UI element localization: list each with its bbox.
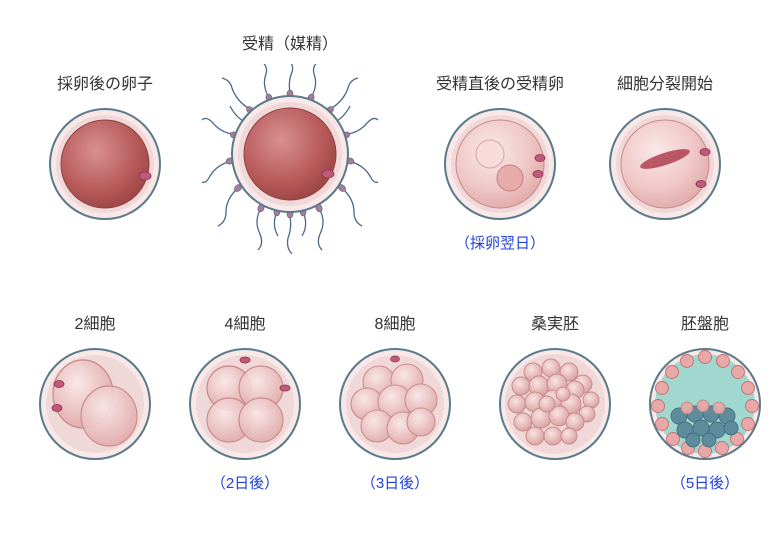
time-zygote: （採卵翌日）: [430, 232, 570, 253]
label-cell2: 2細胞: [30, 310, 160, 334]
stage-cell2: 2細胞: [30, 310, 160, 464]
label-cell8: 8細胞: [330, 310, 460, 334]
blastocyst-icon: [645, 344, 765, 464]
stage-cell8: 8細胞 （3日後）: [330, 310, 460, 493]
cleavage1-icon: [605, 104, 725, 224]
label-morula: 桑実胚: [490, 310, 620, 334]
label-oocyte: 採卵後の卵子: [40, 70, 170, 94]
stage-fertilization: 受精（媒精）: [200, 30, 380, 254]
label-zygote: 受精直後の受精卵: [430, 70, 570, 94]
time-blastocyst: （5日後）: [640, 472, 770, 493]
fertilization-icon: [200, 64, 380, 254]
stage-morula: 桑実胚: [490, 310, 620, 464]
label-fertilization: 受精（媒精）: [200, 30, 380, 54]
time-cell4: （2日後）: [180, 472, 310, 493]
cell4-icon: [185, 344, 305, 464]
stage-cleavage1: 細胞分裂開始: [600, 70, 730, 224]
stage-blastocyst: 胚盤胞 （5日後）: [640, 310, 770, 493]
time-cell8: （3日後）: [330, 472, 460, 493]
stage-zygote: 受精直後の受精卵 （採卵翌日）: [430, 70, 570, 253]
oocyte-icon: [45, 104, 165, 224]
label-blastocyst: 胚盤胞: [640, 310, 770, 334]
stage-cell4: 4細胞 （2日後）: [180, 310, 310, 493]
morula-icon: [495, 344, 615, 464]
cell8-icon: [335, 344, 455, 464]
label-cleavage1: 細胞分裂開始: [600, 70, 730, 94]
label-cell4: 4細胞: [180, 310, 310, 334]
zygote-icon: [440, 104, 560, 224]
cell2-icon: [35, 344, 155, 464]
stage-oocyte: 採卵後の卵子: [40, 70, 170, 224]
